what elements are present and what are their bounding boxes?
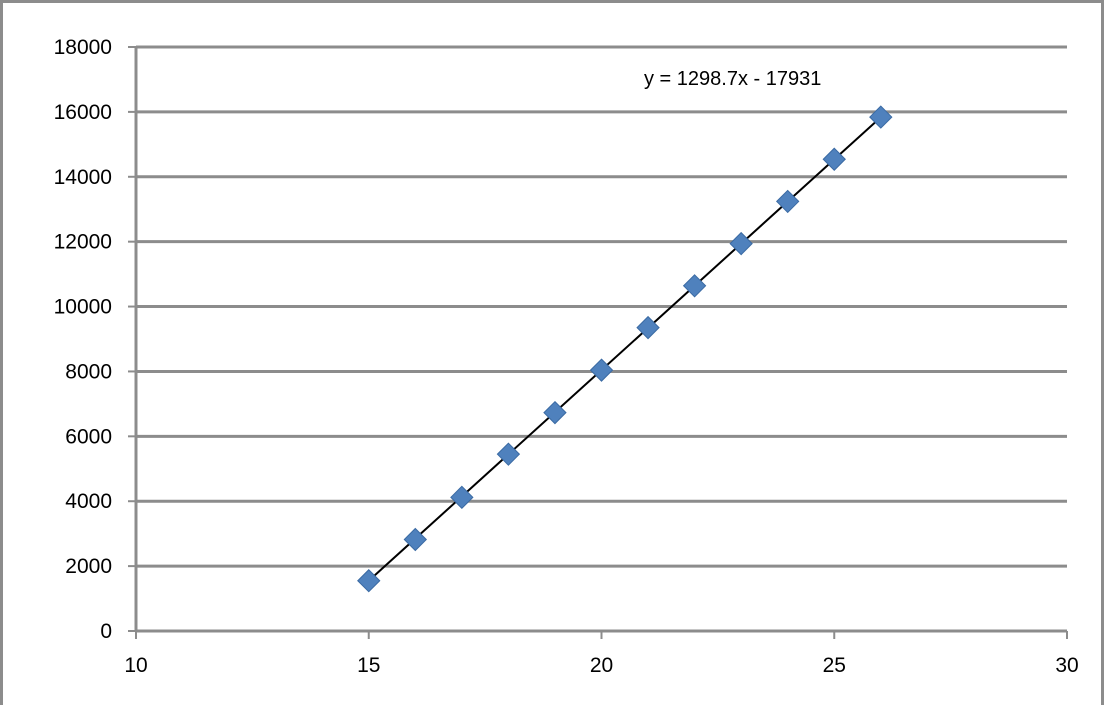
x-tick-label: 25 [823, 654, 846, 677]
y-tick-label: 10000 [54, 296, 112, 319]
data-point-marker [822, 147, 846, 171]
trendline-line [368, 116, 882, 582]
data-point-marker [450, 485, 474, 510]
y-tick-label: 2000 [65, 555, 112, 578]
trendline-equation-label: y = 1298.7x - 17931 [644, 68, 821, 90]
y-tick-label: 12000 [54, 231, 112, 254]
data-point-marker [869, 105, 893, 129]
scatter-chart: 0 2000 4000 6000 8000 10000 12000 14000 16000 180… [54, 36, 1079, 677]
data-point-marker [403, 527, 428, 552]
y-tick-label: 18000 [54, 36, 112, 59]
axes [128, 46, 1068, 639]
y-tick-label: 6000 [65, 425, 112, 448]
y-tick-label: 0 [100, 620, 112, 643]
trendline [368, 116, 882, 582]
data-points [357, 105, 893, 593]
x-tick-label: 15 [357, 654, 380, 677]
x-tick-label: 20 [590, 654, 613, 677]
gridlines [136, 45, 1067, 568]
x-tick-label: 10 [124, 654, 147, 677]
y-tick-label: 14000 [54, 166, 112, 189]
y-tick-label: 8000 [65, 360, 112, 383]
x-tick-label: 30 [1055, 654, 1078, 677]
data-point-marker [682, 274, 707, 298]
data-point-marker [775, 189, 800, 214]
tick-labels: 0 2000 4000 6000 8000 10000 12000 14000 16000 180… [54, 36, 1079, 677]
data-point-marker [729, 231, 753, 256]
y-tick-label: 4000 [65, 490, 112, 513]
y-tick-label: 16000 [54, 101, 112, 124]
data-point-marker [496, 442, 521, 466]
data-point-marker [543, 400, 567, 425]
data-point-marker [636, 315, 660, 340]
data-point-marker [589, 358, 614, 382]
data-point-marker [357, 569, 381, 593]
